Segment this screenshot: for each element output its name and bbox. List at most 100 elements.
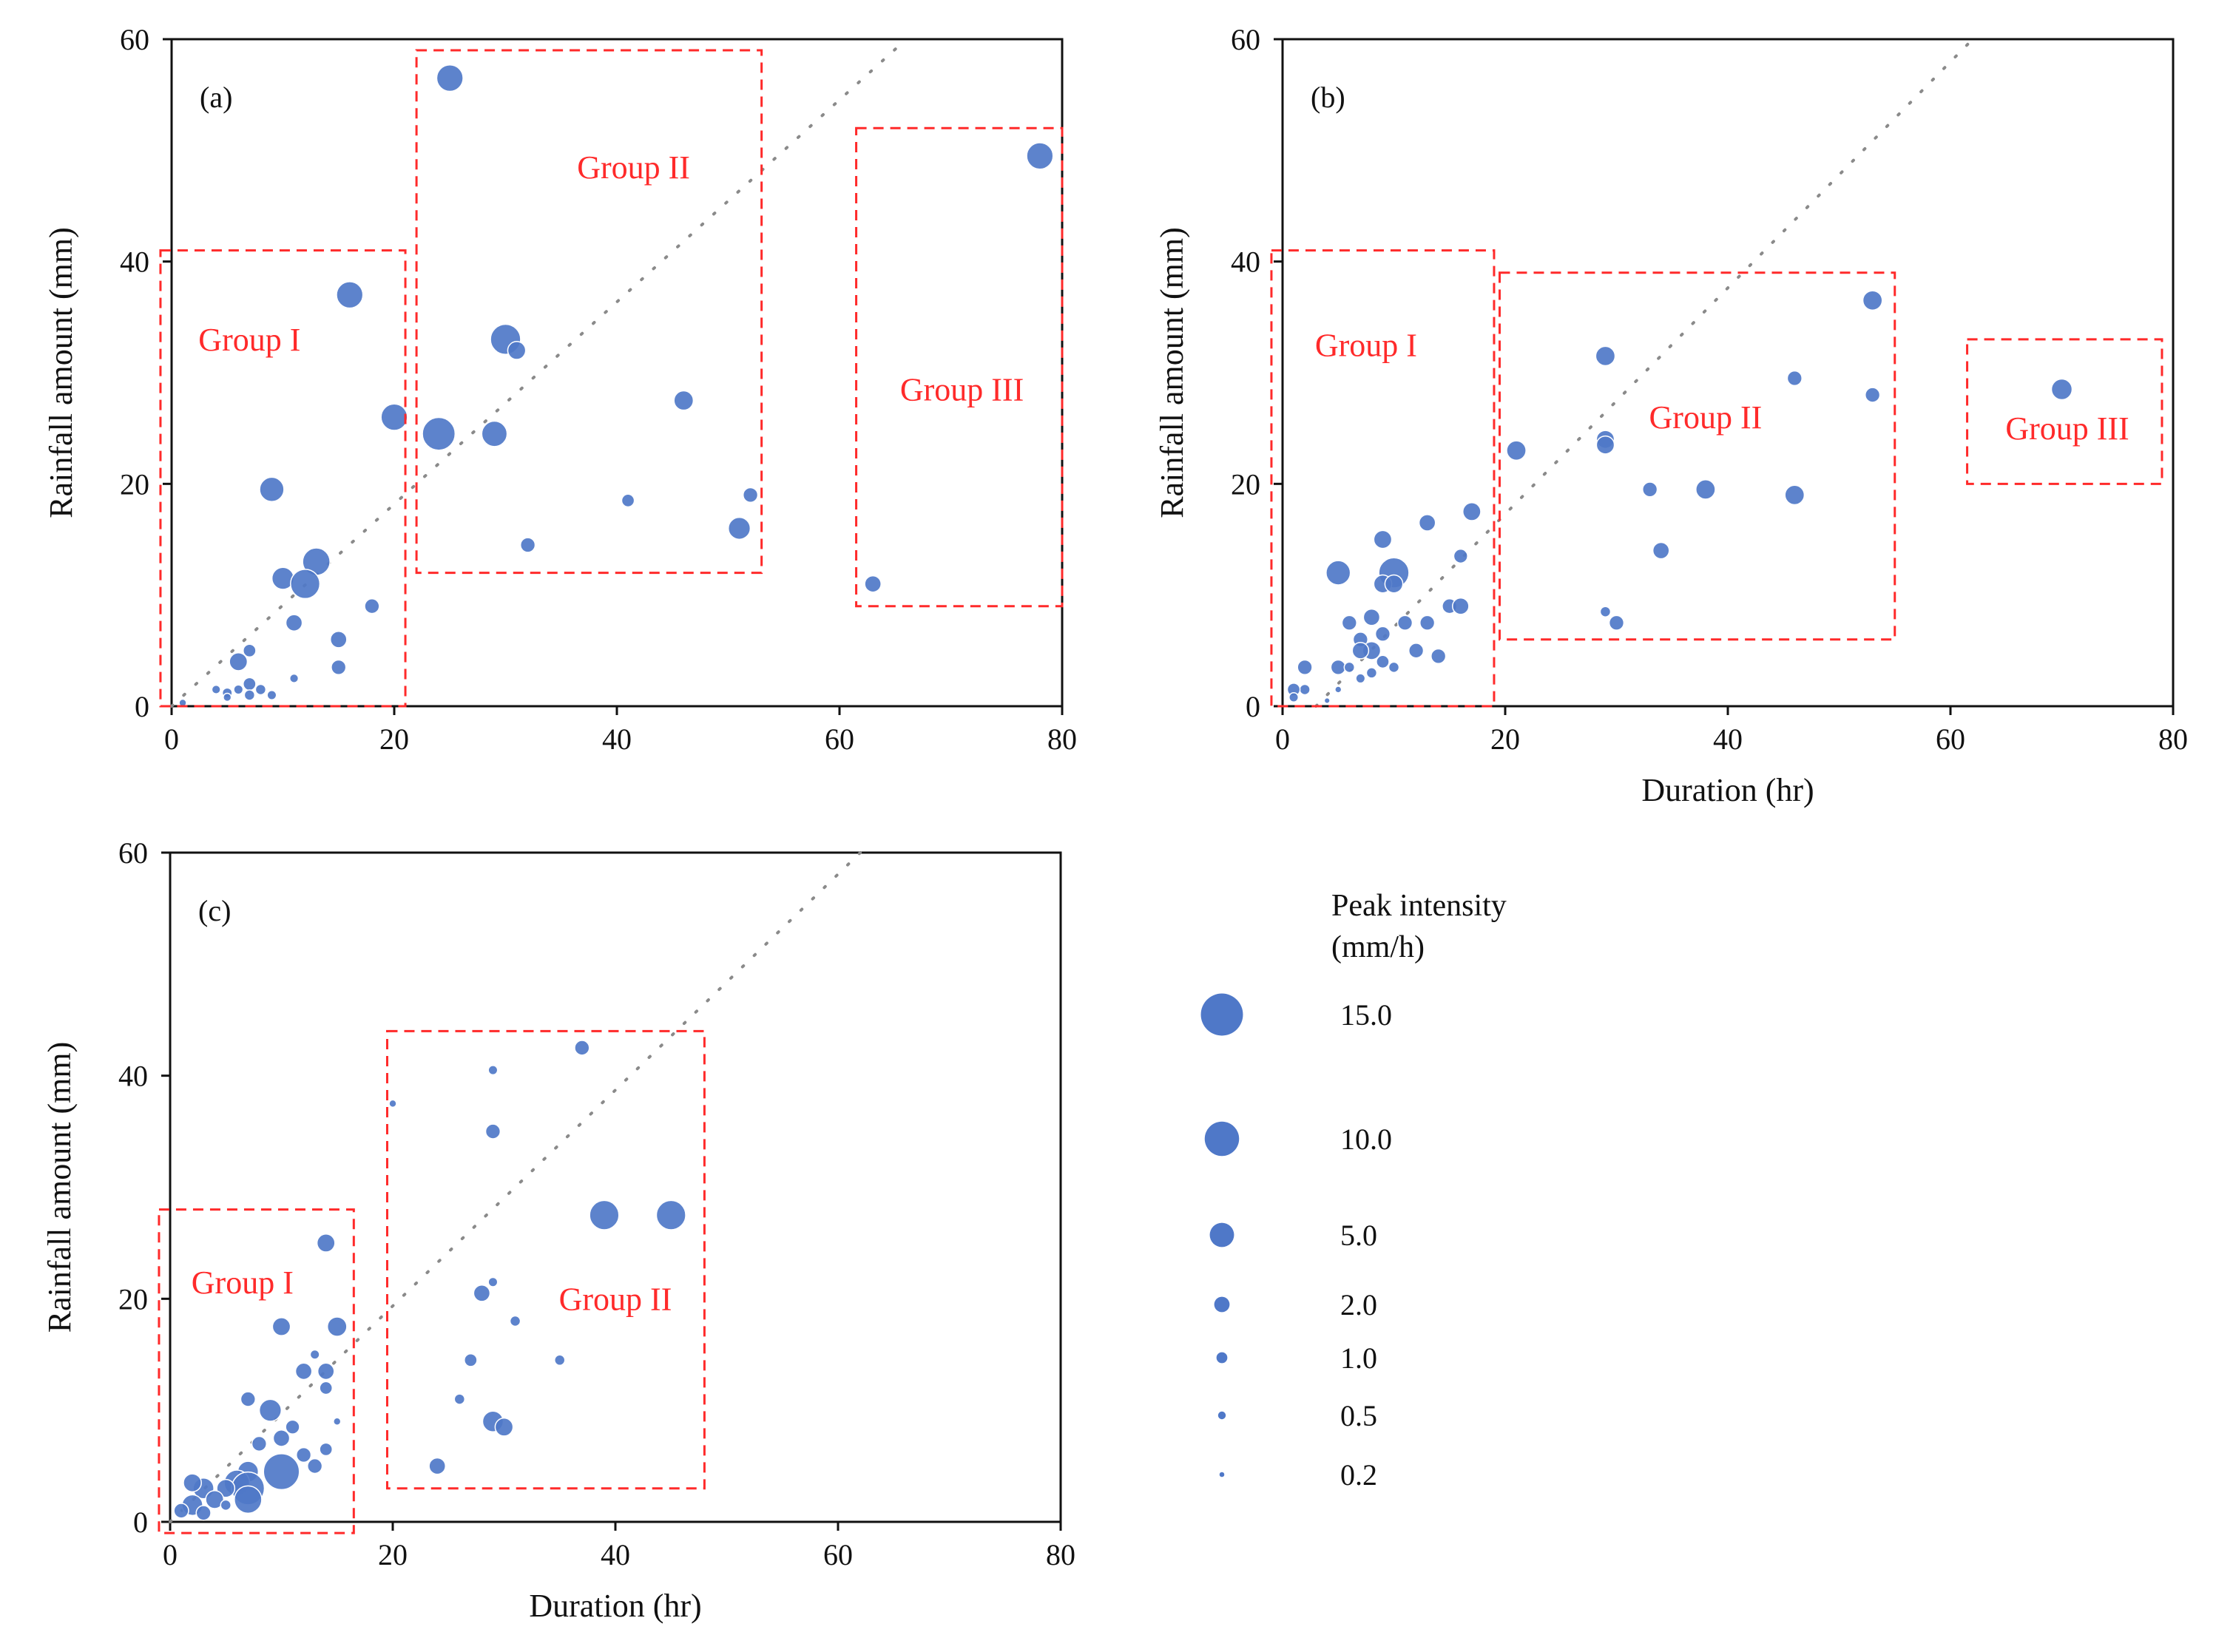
data-point <box>742 487 759 504</box>
legend-title-units: (mm/h) <box>1331 930 1425 964</box>
y-tick-label: 60 <box>120 23 149 56</box>
trend-line <box>170 38 908 708</box>
data-point <box>183 1473 202 1493</box>
group-box <box>415 49 763 575</box>
x-tick-label: 60 <box>825 722 854 756</box>
data-point <box>473 1284 491 1302</box>
data-point <box>319 1442 334 1457</box>
data-point <box>494 1417 514 1437</box>
y-tick-label: 60 <box>1231 23 1260 56</box>
data-point <box>1430 648 1447 664</box>
group-label: Group I <box>198 322 300 358</box>
data-point <box>285 614 303 632</box>
data-point <box>1506 440 1527 461</box>
data-point <box>1026 142 1054 170</box>
x-tick-label: 0 <box>1275 722 1290 756</box>
data-point <box>240 1391 256 1407</box>
data-point <box>509 1315 521 1327</box>
legend-label: 5.0 <box>1340 1219 1377 1252</box>
data-point <box>173 1503 189 1519</box>
data-point <box>233 684 244 695</box>
panel-label: (a) <box>200 81 232 114</box>
panel-label: (b) <box>1311 81 1345 114</box>
data-point <box>589 1199 620 1230</box>
legend-bubble <box>1204 1121 1240 1157</box>
data-point <box>2050 378 2073 401</box>
y-tick-label: 20 <box>118 1282 148 1316</box>
data-point <box>727 516 751 541</box>
group-box <box>855 126 1064 608</box>
data-point <box>1865 387 1881 403</box>
group-label: Group II <box>559 1281 672 1317</box>
y-tick-label: 60 <box>118 836 148 870</box>
data-point <box>422 416 456 451</box>
data-point <box>1384 574 1404 594</box>
legend-title: Peak intensity <box>1331 889 1507 923</box>
data-point <box>1343 661 1356 674</box>
data-point <box>1376 654 1390 669</box>
data-point <box>621 493 635 508</box>
y-axis-title: Rainfall amount (mm) <box>43 227 79 518</box>
data-point <box>1462 502 1482 521</box>
data-point <box>294 1362 313 1381</box>
trend-line <box>169 851 862 1523</box>
group-box <box>1498 271 1896 641</box>
data-point <box>1325 560 1351 586</box>
data-point <box>1453 548 1468 564</box>
data-point <box>251 1435 268 1452</box>
data-point <box>333 1417 342 1426</box>
legend-label: 15.0 <box>1340 998 1392 1032</box>
data-point <box>364 598 380 615</box>
plot-frame <box>1281 38 2175 708</box>
y-tick-label: 40 <box>120 246 149 279</box>
data-point <box>380 403 408 431</box>
data-point <box>211 684 221 695</box>
data-point <box>331 659 347 676</box>
data-point <box>507 341 527 360</box>
data-point <box>1288 691 1300 703</box>
y-axis-title: Rainfall amount (mm) <box>1154 227 1190 518</box>
data-point <box>487 1065 499 1076</box>
y-tick-label: 0 <box>135 690 149 723</box>
panel-label: (c) <box>198 894 231 927</box>
y-tick-label: 0 <box>1246 690 1260 723</box>
data-point <box>1355 673 1366 684</box>
data-point <box>1595 345 1616 367</box>
data-point <box>316 1233 336 1253</box>
data-point <box>220 1499 232 1511</box>
y-tick-label: 20 <box>120 467 149 501</box>
data-point <box>1388 661 1400 674</box>
data-point <box>388 1099 397 1108</box>
data-point <box>1642 481 1658 498</box>
data-point <box>243 643 257 658</box>
data-point <box>436 64 464 92</box>
x-tick-label: 60 <box>1936 722 1965 756</box>
x-axis-title: Duration (hr) <box>1641 772 1814 808</box>
data-point <box>1652 541 1670 560</box>
legend-label: 1.0 <box>1340 1341 1377 1375</box>
data-point <box>1786 370 1803 387</box>
group-label: Group I <box>192 1265 294 1301</box>
data-point <box>1362 608 1381 626</box>
group-box <box>158 1208 355 1534</box>
x-tick-label: 40 <box>1713 722 1743 756</box>
data-point <box>266 689 277 700</box>
x-tick-label: 0 <box>164 722 179 756</box>
data-point <box>1419 615 1436 631</box>
data-point <box>1396 615 1413 631</box>
data-point <box>554 1354 566 1367</box>
group-label: Group III <box>900 372 1024 408</box>
data-point <box>319 1381 334 1395</box>
data-point <box>1595 435 1615 455</box>
data-point <box>272 1429 291 1447</box>
x-tick-label: 80 <box>1046 1538 1075 1571</box>
legend-label: 10.0 <box>1340 1123 1392 1156</box>
data-point <box>307 1458 323 1475</box>
data-point <box>336 281 364 309</box>
data-point <box>484 1123 501 1140</box>
legend-bubble <box>1219 1472 1225 1477</box>
y-tick-label: 40 <box>118 1060 148 1093</box>
data-point <box>1341 615 1357 631</box>
data-point <box>1323 697 1331 705</box>
x-tick-label: 80 <box>2158 722 2188 756</box>
